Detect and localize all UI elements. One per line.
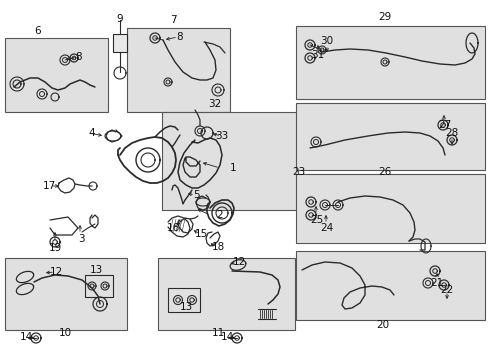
Text: 5: 5	[192, 190, 199, 200]
Bar	[5, 38, 108, 112]
Bar	[113, 34, 127, 52]
Text: 20: 20	[376, 320, 389, 330]
Text: 2: 2	[216, 210, 223, 220]
Text: 9: 9	[117, 14, 123, 24]
Text: 11: 11	[211, 328, 224, 338]
Text: 28: 28	[445, 128, 458, 138]
Text: 24: 24	[320, 223, 333, 233]
Text: 6: 6	[35, 26, 41, 36]
Text: 15: 15	[194, 229, 207, 239]
Bar	[158, 258, 294, 330]
Bar	[295, 103, 484, 170]
Text: 12: 12	[232, 257, 245, 267]
Text: 13: 13	[179, 302, 192, 312]
Bar	[127, 28, 229, 112]
Bar	[5, 258, 127, 330]
Bar	[162, 112, 297, 210]
Text: 27: 27	[437, 120, 451, 130]
Text: 25: 25	[310, 215, 323, 225]
Text: 4: 4	[88, 128, 95, 138]
Text: 14: 14	[220, 332, 233, 342]
Text: 3: 3	[78, 234, 84, 244]
Bar	[295, 251, 484, 320]
Text: 29: 29	[378, 12, 391, 22]
Text: 8: 8	[76, 52, 82, 62]
Bar	[85, 275, 113, 297]
Text: 16: 16	[166, 223, 179, 233]
Text: 8: 8	[176, 32, 183, 42]
Text: 18: 18	[211, 242, 224, 252]
Bar	[295, 26, 484, 99]
Text: 10: 10	[59, 328, 71, 338]
Text: 17: 17	[42, 181, 56, 191]
Bar	[295, 174, 484, 243]
Text: 33: 33	[215, 131, 228, 141]
Text: 12: 12	[49, 267, 62, 277]
Text: 32: 32	[208, 99, 221, 109]
Text: 23: 23	[292, 167, 305, 177]
Text: 31: 31	[311, 50, 324, 60]
Text: 26: 26	[378, 167, 391, 177]
Text: 1: 1	[229, 163, 236, 173]
Text: 30: 30	[320, 36, 333, 46]
Text: 19: 19	[48, 243, 61, 253]
Text: 21: 21	[429, 278, 443, 288]
Bar	[168, 288, 200, 312]
Text: 7: 7	[169, 15, 176, 25]
Text: 22: 22	[440, 285, 453, 295]
Text: 13: 13	[89, 265, 102, 275]
Text: 14: 14	[20, 332, 33, 342]
